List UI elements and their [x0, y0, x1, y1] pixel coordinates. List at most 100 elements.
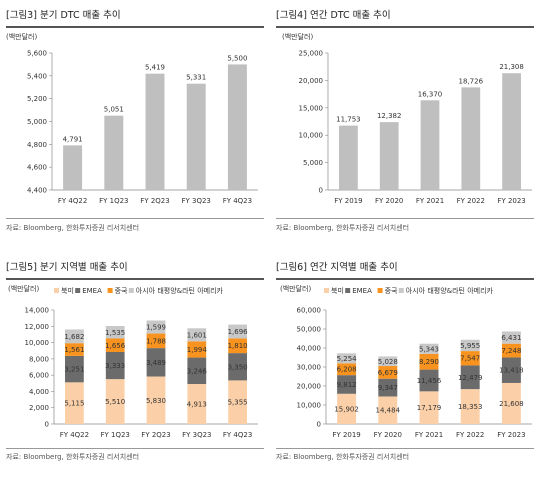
- segment-value-label: 5,510: [105, 398, 125, 406]
- bar-segment: [146, 333, 166, 349]
- bar-segment: [419, 343, 439, 354]
- y-tick-label: 4,000: [29, 388, 49, 396]
- y-tick-label: 0: [45, 421, 49, 429]
- title-rule: [276, 278, 534, 280]
- segment-value-label: 18,353: [458, 403, 483, 411]
- unit-label: (백만달러): [280, 284, 311, 293]
- y-tick-label: 40,000: [297, 345, 322, 353]
- segment-value-label: 1,696: [228, 328, 249, 336]
- segment-value-label: 5,028: [378, 358, 398, 366]
- segment-value-label: 9,812: [337, 381, 357, 389]
- y-tick-label: 5,200: [27, 95, 47, 103]
- bar-segment: [378, 396, 398, 424]
- bar-segment: [460, 389, 480, 424]
- x-tick-label: FY 2020: [374, 431, 402, 439]
- legend-label: EMEA: [352, 287, 372, 295]
- segment-value-label: 1,810: [228, 342, 248, 350]
- x-tick-label: FY 2023: [497, 197, 525, 205]
- x-tick-label: FY 3Q23: [182, 431, 211, 439]
- bar: [379, 122, 399, 190]
- legend-label: 중국: [385, 287, 398, 295]
- segment-value-label: 5,343: [419, 345, 439, 353]
- chart-title: [그림4] 연간 DTC 매출 추이: [276, 10, 391, 21]
- bar-segment: [65, 343, 84, 356]
- y-tick-label: 25,000: [299, 50, 324, 58]
- segment-value-label: 1,656: [105, 342, 126, 350]
- y-tick-label: 50,000: [297, 326, 322, 334]
- bar-segment: [378, 366, 398, 379]
- legend-label: EMEA: [82, 287, 102, 295]
- y-tick-label: 20,000: [297, 383, 322, 391]
- y-tick-label: 6,000: [29, 372, 49, 380]
- chart-title: [그림6] 연간 지역별 매출 추이: [276, 262, 398, 273]
- x-tick-label: FY 2020: [375, 197, 403, 205]
- segment-value-label: 1,994: [187, 346, 208, 354]
- segment-value-label: 6,208: [337, 366, 357, 374]
- segment-value-label: 3,251: [64, 366, 84, 374]
- segment-value-label: 6,431: [501, 334, 521, 342]
- bar-segment: [337, 375, 357, 394]
- segment-value-label: 1,599: [146, 324, 166, 332]
- bar-segment: [187, 383, 207, 424]
- bar: [186, 83, 206, 190]
- bar-value-label: 11,753: [336, 116, 361, 124]
- legend-swatch: [75, 288, 81, 293]
- y-tick-label: 4,600: [27, 164, 47, 172]
- segment-value-label: 5,830: [146, 397, 166, 405]
- y-tick-label: 5,400: [27, 72, 47, 80]
- y-tick-label: 10,000: [299, 132, 324, 140]
- segment-value-label: 4,913: [187, 400, 207, 408]
- y-tick-label: 12,000: [25, 323, 50, 331]
- bar-segment: [501, 331, 521, 344]
- bar-segment: [501, 343, 521, 358]
- bar-segment: [228, 338, 247, 354]
- y-tick-label: 4,400: [27, 187, 47, 195]
- bar-segment: [501, 382, 521, 424]
- bar-segment: [228, 324, 247, 339]
- segment-value-label: 8,290: [419, 358, 439, 366]
- bar: [145, 73, 165, 190]
- chart-panel-annual-dtc: [그림4] 연간 DTC 매출 추이 (백만달러) 0 5,000 10,000 15,…: [270, 0, 540, 240]
- segment-value-label: 14,484: [376, 407, 401, 415]
- bar-segment: [337, 363, 357, 376]
- segment-value-label: 1,561: [64, 346, 84, 354]
- segment-value-label: 3,350: [228, 363, 248, 371]
- y-tick-label: 0: [319, 187, 323, 195]
- x-tick-label: FY 3Q23: [181, 197, 210, 205]
- segment-value-label: 12,479: [458, 374, 483, 382]
- x-tick-label: FY 1Q23: [99, 197, 128, 205]
- x-tick-label: FY 2Q23: [140, 197, 169, 205]
- segment-value-label: 11,456: [417, 377, 442, 385]
- segment-value-label: 1,682: [64, 333, 84, 341]
- segment-value-label: 5,955: [460, 342, 480, 350]
- legend-swatch: [398, 288, 404, 293]
- bar-segment: [460, 365, 480, 390]
- y-tick-label: 5,600: [27, 50, 47, 58]
- x-tick-label: FY 1Q23: [100, 431, 129, 439]
- x-tick-label: FY 4Q22: [60, 431, 89, 439]
- source-rule: [276, 218, 534, 219]
- segment-value-label: 9,347: [378, 384, 398, 392]
- y-tick-label: 30,000: [297, 364, 322, 372]
- bar: [227, 64, 247, 190]
- y-tick-label: 8,000: [29, 355, 49, 363]
- bar-segment: [337, 353, 357, 364]
- source-rule: [6, 448, 264, 449]
- segment-value-label: 7,547: [460, 355, 480, 363]
- legend-swatch: [54, 288, 59, 293]
- y-tick-label: 20,000: [299, 77, 324, 85]
- bar-segment: [65, 382, 84, 424]
- chart-source: 자료: Bloomberg, 한화투자증권 리서치센터: [276, 453, 410, 461]
- y-tick-label: 5,000: [303, 159, 323, 167]
- x-tick-label: FY 4Q22: [58, 197, 87, 205]
- bar-segment: [105, 326, 125, 339]
- segment-value-label: 7,248: [501, 347, 521, 355]
- y-tick-label: 15,000: [299, 104, 324, 112]
- bar: [104, 115, 124, 190]
- y-tick-label: 5,000: [27, 118, 47, 126]
- segment-value-label: 13,418: [499, 367, 524, 375]
- bar: [502, 73, 521, 190]
- segment-value-label: 3,489: [146, 359, 166, 367]
- y-tick-label: 14,000: [25, 307, 50, 315]
- bar-segment: [105, 338, 125, 352]
